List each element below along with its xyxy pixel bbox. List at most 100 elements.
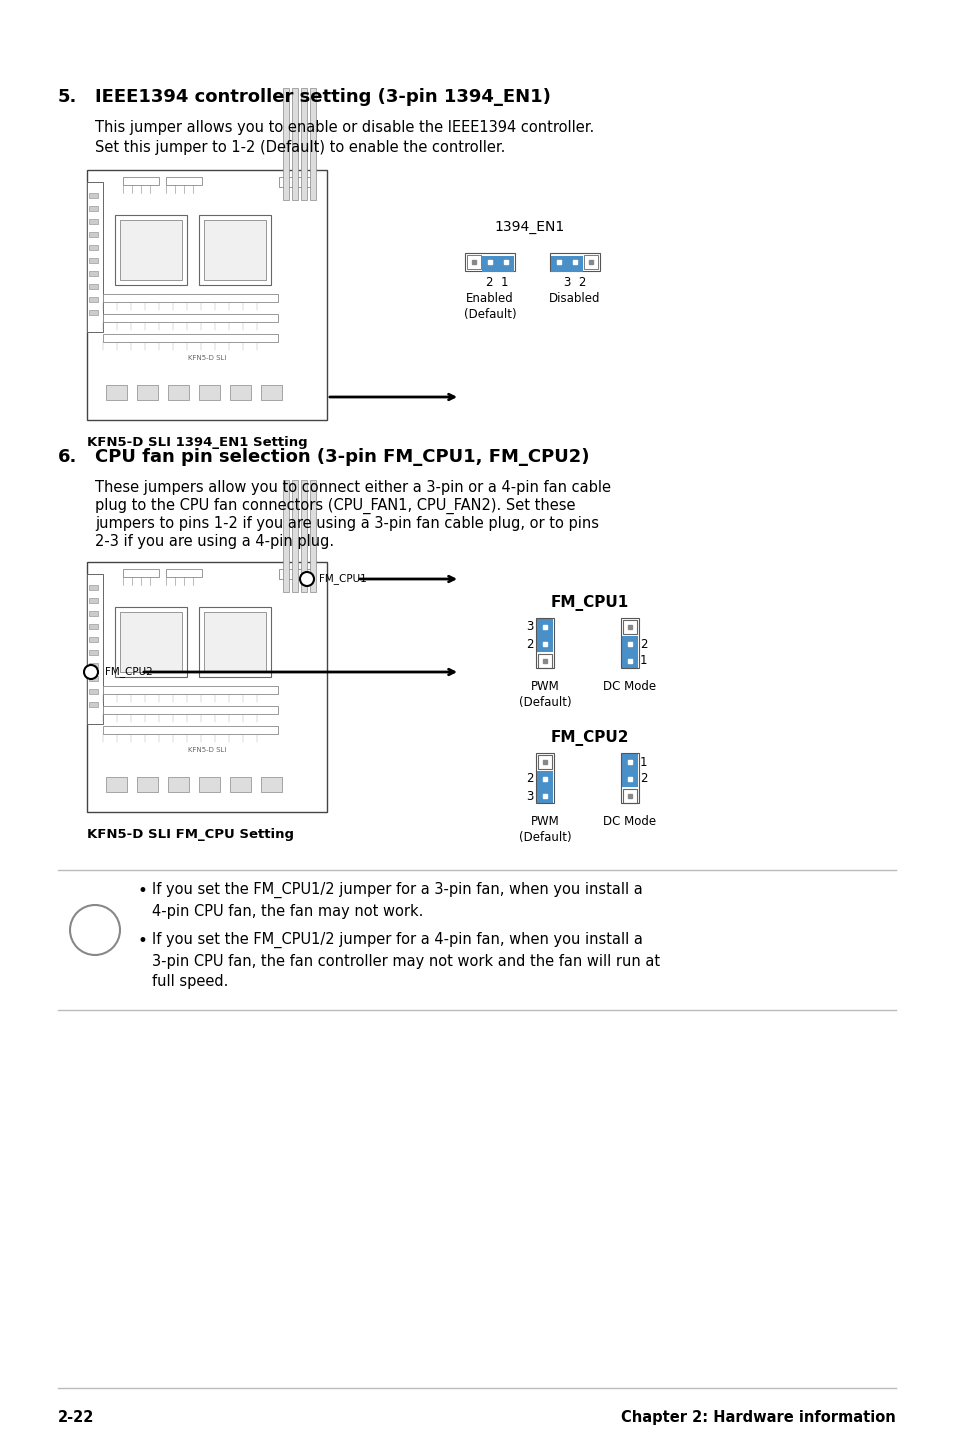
Text: 3: 3 bbox=[526, 789, 534, 802]
Text: FM_CPU2: FM_CPU2 bbox=[550, 731, 629, 746]
Bar bbox=[622, 789, 637, 802]
Text: •: • bbox=[138, 932, 148, 951]
Circle shape bbox=[299, 572, 314, 587]
Text: 3: 3 bbox=[526, 621, 534, 634]
Bar bbox=[199, 216, 271, 285]
Text: Set this jumper to 1-2 (Default) to enable the controller.: Set this jumper to 1-2 (Default) to enab… bbox=[95, 139, 505, 155]
Text: IEEE1394 controller setting (3-pin 1394_EN1): IEEE1394 controller setting (3-pin 1394_… bbox=[95, 88, 550, 106]
Bar bbox=[283, 88, 289, 200]
Bar bbox=[199, 385, 220, 400]
Bar bbox=[115, 216, 187, 285]
Bar bbox=[537, 755, 552, 769]
Bar bbox=[204, 220, 266, 280]
Bar bbox=[622, 620, 637, 634]
Text: DC Mode: DC Mode bbox=[603, 680, 656, 693]
Text: 2-22: 2-22 bbox=[58, 1411, 94, 1425]
Bar bbox=[168, 777, 189, 792]
Bar bbox=[278, 569, 314, 580]
Text: 5.: 5. bbox=[58, 88, 77, 106]
Bar bbox=[89, 206, 98, 211]
FancyBboxPatch shape bbox=[464, 253, 515, 270]
Text: •: • bbox=[138, 881, 148, 900]
Text: 2: 2 bbox=[526, 772, 534, 785]
Text: PWM
(Default): PWM (Default) bbox=[518, 815, 571, 844]
Bar bbox=[204, 613, 266, 672]
Bar bbox=[168, 385, 189, 400]
Text: If you set the FM_CPU1/2 jumper for a 3-pin fan, when you install a
4-pin CPU fa: If you set the FM_CPU1/2 jumper for a 3-… bbox=[152, 881, 642, 919]
Bar bbox=[89, 219, 98, 224]
Bar bbox=[467, 255, 480, 269]
Bar bbox=[278, 177, 314, 187]
Text: These jumpers allow you to connect either a 3-pin or a 4-pin fan cable: These jumpers allow you to connect eithe… bbox=[95, 480, 610, 495]
Bar bbox=[103, 334, 277, 342]
Text: KFN5-D SLI FM_CPU Setting: KFN5-D SLI FM_CPU Setting bbox=[87, 828, 294, 841]
Circle shape bbox=[84, 664, 98, 679]
Bar bbox=[106, 777, 127, 792]
Text: This jumper allows you to enable or disable the IEEE1394 controller.: This jumper allows you to enable or disa… bbox=[95, 119, 594, 135]
Bar bbox=[537, 618, 553, 651]
Bar bbox=[89, 283, 98, 289]
Text: KFN5-D SLI: KFN5-D SLI bbox=[188, 746, 226, 754]
Circle shape bbox=[70, 905, 120, 955]
Bar bbox=[89, 244, 98, 250]
Bar bbox=[115, 607, 187, 677]
Text: DC Mode: DC Mode bbox=[603, 815, 656, 828]
Bar bbox=[89, 257, 98, 263]
Bar bbox=[123, 569, 159, 577]
Bar bbox=[120, 613, 182, 672]
Bar bbox=[166, 569, 202, 577]
Bar bbox=[89, 298, 98, 302]
Bar bbox=[103, 686, 277, 695]
Bar bbox=[230, 385, 251, 400]
Bar bbox=[89, 598, 98, 603]
Bar bbox=[87, 170, 327, 420]
Text: Disabled: Disabled bbox=[549, 292, 600, 305]
Bar bbox=[89, 676, 98, 682]
Bar bbox=[551, 256, 582, 272]
Bar bbox=[89, 193, 98, 198]
Text: 1: 1 bbox=[639, 755, 647, 768]
Bar bbox=[199, 777, 220, 792]
Bar bbox=[292, 480, 297, 592]
Text: 2-3 if you are using a 4-pin plug.: 2-3 if you are using a 4-pin plug. bbox=[95, 533, 334, 549]
FancyBboxPatch shape bbox=[550, 253, 599, 270]
Bar bbox=[310, 480, 315, 592]
Bar bbox=[89, 585, 98, 590]
Bar bbox=[283, 480, 289, 592]
Text: 2: 2 bbox=[639, 772, 647, 785]
Text: FM_CPU2: FM_CPU2 bbox=[105, 666, 152, 677]
Text: FM_CPU1: FM_CPU1 bbox=[550, 595, 628, 611]
Text: KFN5-D SLI 1394_EN1 Setting: KFN5-D SLI 1394_EN1 Setting bbox=[87, 436, 307, 449]
Bar bbox=[537, 654, 552, 669]
Bar bbox=[89, 689, 98, 695]
Bar bbox=[310, 88, 315, 200]
Bar bbox=[123, 177, 159, 186]
Bar bbox=[481, 256, 514, 272]
Bar bbox=[103, 706, 277, 715]
Text: plug to the CPU fan connectors (CPU_FAN1, CPU_FAN2). Set these: plug to the CPU fan connectors (CPU_FAN1… bbox=[95, 498, 575, 515]
Text: 1: 1 bbox=[639, 654, 647, 667]
Bar bbox=[87, 183, 103, 332]
Bar bbox=[166, 177, 202, 186]
Text: CPU fan pin selection (3-pin FM_CPU1, FM_CPU2): CPU fan pin selection (3-pin FM_CPU1, FM… bbox=[95, 449, 589, 466]
Text: 2: 2 bbox=[639, 637, 647, 650]
Text: PWM
(Default): PWM (Default) bbox=[518, 680, 571, 709]
Text: Chapter 2: Hardware information: Chapter 2: Hardware information bbox=[620, 1411, 895, 1425]
Bar bbox=[89, 232, 98, 237]
Bar bbox=[301, 88, 307, 200]
Bar bbox=[89, 270, 98, 276]
Text: 2: 2 bbox=[526, 637, 534, 650]
Bar bbox=[87, 562, 327, 812]
Bar bbox=[261, 777, 282, 792]
Bar bbox=[106, 385, 127, 400]
Bar bbox=[89, 650, 98, 654]
Bar bbox=[89, 311, 98, 315]
Bar bbox=[301, 480, 307, 592]
Text: 6.: 6. bbox=[58, 449, 77, 466]
Bar bbox=[137, 385, 158, 400]
Bar bbox=[103, 293, 277, 302]
Bar bbox=[621, 754, 638, 787]
Bar bbox=[89, 637, 98, 641]
Bar bbox=[89, 663, 98, 669]
Bar bbox=[583, 255, 598, 269]
